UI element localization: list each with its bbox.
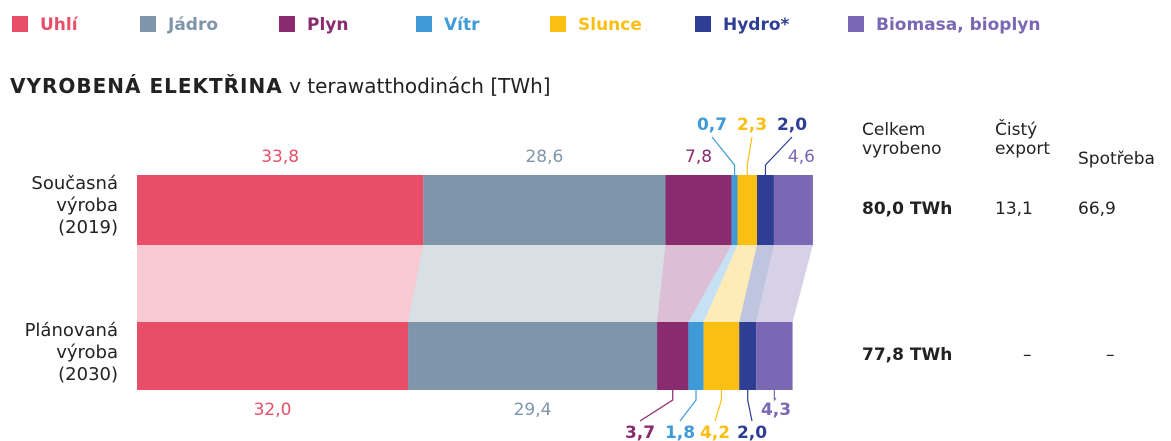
legend-swatch xyxy=(695,16,711,32)
bar-segment xyxy=(665,175,732,245)
bar-segment xyxy=(137,322,409,390)
value-label: 3,7 xyxy=(625,423,655,441)
bar-segment xyxy=(688,322,704,390)
chart-subtitle: v terawatthodinách [TWh] xyxy=(289,74,551,98)
leader-line xyxy=(764,136,793,175)
bar-segment xyxy=(756,322,793,390)
legend-label: Plyn xyxy=(307,15,348,35)
value-label: 32,0 xyxy=(254,400,292,420)
legend-swatch xyxy=(550,16,566,32)
summary-header: Spotřeba xyxy=(1078,149,1155,169)
legend-swatch xyxy=(848,16,864,32)
bar-segment xyxy=(757,175,774,245)
flow-connector xyxy=(408,245,666,322)
value-label: 28,6 xyxy=(525,147,563,167)
legend-swatch xyxy=(12,16,28,32)
leader-line xyxy=(679,390,697,422)
chart-title: VYROBENÁ ELEKTŘINA xyxy=(10,74,283,98)
flow-connector xyxy=(756,245,813,322)
flow-connector xyxy=(739,245,774,322)
summary-cell: 77,8 TWh xyxy=(862,345,953,365)
bar-segment xyxy=(703,322,740,390)
value-label: 33,8 xyxy=(261,147,299,167)
bar-segment xyxy=(657,322,689,390)
value-label: 4,2 xyxy=(700,423,730,441)
summary-header: Čistý export xyxy=(995,120,1051,159)
legend-swatch xyxy=(416,16,432,32)
bar-segment xyxy=(408,322,658,390)
summary-cell: 80,0 TWh xyxy=(862,199,953,219)
bar-segment xyxy=(739,322,757,390)
legend-label: Biomasa, bioplyn xyxy=(876,15,1040,35)
bar-segment xyxy=(423,175,666,245)
value-label: 1,8 xyxy=(665,423,695,441)
summary-cell: – xyxy=(1023,345,1032,365)
summary-cell: 13,1 xyxy=(995,199,1033,219)
leader-line xyxy=(714,390,723,422)
summary-cell: – xyxy=(1106,345,1115,365)
category-label: Plánovaná výroba (2030) xyxy=(24,320,118,385)
legend-label: Uhlí xyxy=(40,15,79,35)
flow-connector xyxy=(688,245,738,322)
flow-connector xyxy=(657,245,732,322)
value-label: 2,0 xyxy=(737,423,767,441)
flow-connector xyxy=(703,245,758,322)
value-label: 0,7 xyxy=(697,115,727,135)
flow-connector xyxy=(137,245,424,322)
category-label: Současná výroba (2019) xyxy=(31,173,118,238)
value-label: 4,6 xyxy=(788,147,815,167)
leader-line xyxy=(746,136,753,175)
value-label: 4,3 xyxy=(761,400,791,420)
leader-line xyxy=(747,390,753,422)
leader-line xyxy=(639,390,674,422)
summary-cell: 66,9 xyxy=(1078,199,1116,219)
heading: VYROBENÁ ELEKTŘINA v terawatthodinách [T… xyxy=(10,74,551,98)
bar-segment xyxy=(731,175,738,245)
legend-label: Slunce xyxy=(578,15,642,35)
legend-label: Hydro* xyxy=(723,15,790,35)
leader-line xyxy=(773,390,777,402)
legend-swatch xyxy=(140,16,156,32)
value-label: 7,8 xyxy=(685,147,712,167)
legend-swatch xyxy=(279,16,295,32)
leader-line xyxy=(711,136,736,175)
bar-segment xyxy=(137,175,424,245)
bar-segment xyxy=(773,175,813,245)
value-label: 2,3 xyxy=(737,115,767,135)
value-label: 2,0 xyxy=(777,115,807,135)
bar-segment xyxy=(737,175,758,245)
legend-label: Jádro xyxy=(167,15,218,35)
value-label: 29,4 xyxy=(514,400,552,420)
legend-label: Vítr xyxy=(444,15,480,35)
summary-header: Celkem vyrobeno xyxy=(862,120,942,159)
